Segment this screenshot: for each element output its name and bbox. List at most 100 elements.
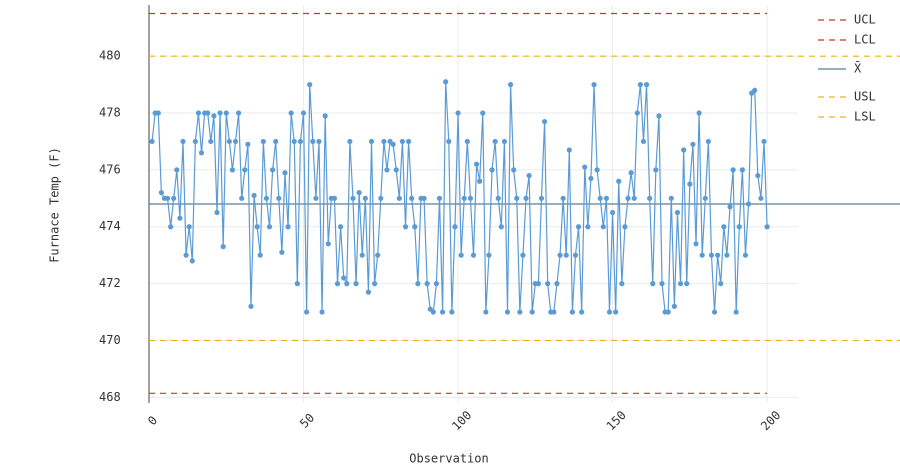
- data-point: [307, 82, 313, 88]
- data-point: [282, 170, 288, 176]
- data-point: [526, 172, 532, 179]
- data-point: [183, 252, 189, 258]
- data-point: [733, 309, 739, 315]
- data-point: [322, 113, 328, 119]
- data-point: [229, 167, 236, 173]
- data-point: [455, 110, 461, 116]
- data-point: [495, 195, 501, 201]
- data-point: [396, 195, 402, 201]
- data-point: [579, 309, 585, 315]
- data-point: [647, 195, 653, 201]
- data-point: [650, 281, 656, 287]
- data-point: [504, 309, 511, 315]
- data-point: [177, 215, 183, 221]
- data-point: [359, 252, 365, 258]
- data-point: [486, 252, 492, 258]
- data-point: [498, 224, 504, 230]
- data-point: [616, 178, 622, 184]
- data-point: [702, 195, 708, 201]
- data-point: [572, 252, 579, 258]
- data-point: [433, 281, 440, 287]
- data-point: [189, 258, 195, 264]
- data-point: [270, 167, 276, 173]
- series-line: [151, 81, 768, 314]
- data-point: [693, 241, 699, 247]
- data-point: [541, 118, 548, 125]
- y-axis-label: Furnace Temp (F): [48, 147, 62, 263]
- data-point: [597, 195, 603, 201]
- data-point: [730, 167, 736, 173]
- data-point: [378, 195, 384, 201]
- data-point: [464, 138, 470, 145]
- data-point: [186, 224, 192, 230]
- data-point: [174, 167, 180, 173]
- data-point: [538, 195, 545, 201]
- data-point: [273, 138, 279, 145]
- data-point: [449, 309, 455, 315]
- data-point: [742, 252, 749, 258]
- data-point: [511, 167, 517, 173]
- data-point: [254, 224, 260, 230]
- data-point: [557, 252, 563, 258]
- data-point: [563, 252, 569, 258]
- data-point: [285, 224, 291, 230]
- data-point: [171, 195, 177, 201]
- data-point: [659, 281, 665, 287]
- data-point: [761, 138, 767, 145]
- data-point: [300, 110, 307, 116]
- data-point: [671, 303, 677, 309]
- data-point: [684, 281, 690, 287]
- data-point: [384, 167, 390, 173]
- y-tick-label: 470: [99, 333, 121, 347]
- data-point: [637, 82, 643, 88]
- data-point: [721, 224, 727, 230]
- y-tick-label: 468: [99, 390, 121, 404]
- data-point: [473, 161, 480, 167]
- data-point: [424, 281, 430, 287]
- y-tick-label: 476: [99, 162, 121, 176]
- data-point: [406, 138, 412, 145]
- data-point: [566, 147, 572, 153]
- data-point: [381, 138, 387, 145]
- x-tick-label: 50: [297, 411, 317, 431]
- data-point: [217, 110, 223, 116]
- data-point: [634, 110, 640, 116]
- data-point: [736, 224, 742, 230]
- data-point: [415, 281, 421, 287]
- data-point: [276, 195, 282, 201]
- data-point: [294, 281, 300, 287]
- data-point: [677, 281, 684, 287]
- data-point: [551, 309, 557, 315]
- data-point: [764, 224, 770, 230]
- data-point: [739, 167, 745, 173]
- data-point: [375, 252, 381, 258]
- data-point: [226, 138, 232, 145]
- data-point: [452, 224, 458, 230]
- data-point: [477, 178, 483, 184]
- data-point: [708, 252, 715, 258]
- x-tick-label: 100: [449, 408, 474, 433]
- data-point: [430, 309, 436, 315]
- data-point: [304, 309, 310, 315]
- data-point: [560, 195, 566, 201]
- data-point: [507, 82, 514, 88]
- data-point: [390, 141, 396, 147]
- data-point: [291, 138, 297, 145]
- data-point: [266, 224, 273, 230]
- data-point: [613, 309, 619, 315]
- data-point: [149, 138, 155, 145]
- data-point: [158, 190, 164, 196]
- legend-label: LCL: [854, 33, 876, 47]
- data-point: [436, 195, 443, 201]
- data-point: [356, 190, 362, 196]
- legend-label: USL: [854, 90, 876, 104]
- data-point: [690, 141, 696, 147]
- data-point: [245, 141, 251, 147]
- data-point: [622, 224, 628, 230]
- data-point: [461, 195, 467, 201]
- data-point: [353, 281, 359, 287]
- data-point: [588, 175, 594, 182]
- x-tick-label: 200: [758, 408, 783, 433]
